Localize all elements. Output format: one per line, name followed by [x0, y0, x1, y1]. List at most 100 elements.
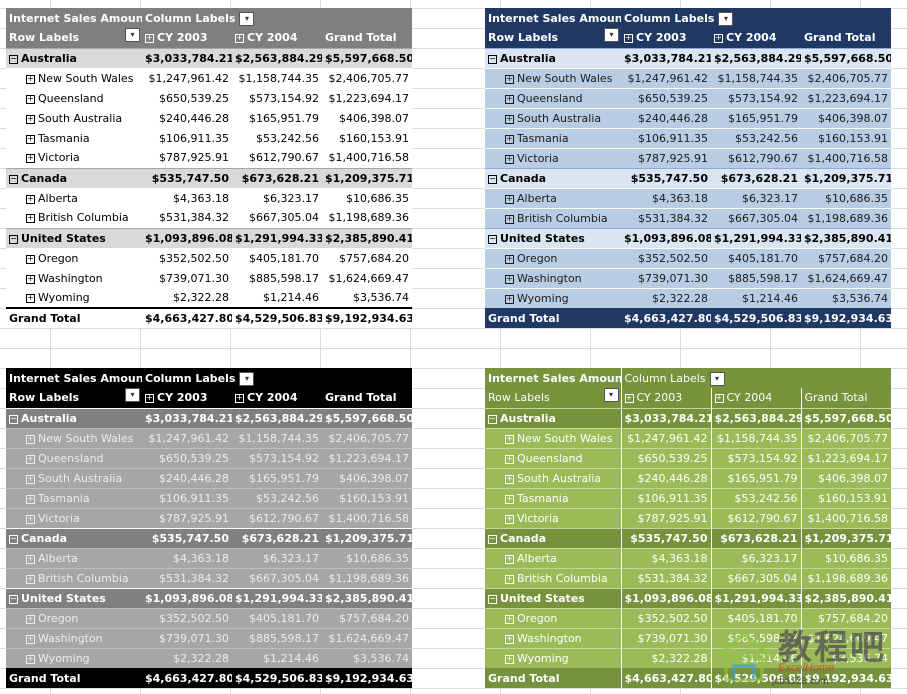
table-row[interactable]: + Tasmania $106,911.35 $53,242.56 $160,153.9…: [485, 127, 892, 148]
plus-box-icon[interactable]: +: [714, 393, 724, 404]
table-row[interactable]: + Alberta $4,363.18 $6,323.17 $10,686.35: [6, 188, 413, 208]
filter-dropdown-icon[interactable]: ▾: [709, 371, 725, 386]
column-header-cy-2004[interactable]: + CY 2004: [232, 28, 322, 48]
table-row[interactable]: + Alberta $4,363.18 $6,323.17 $10,686.35: [485, 547, 892, 568]
plus-box-icon[interactable]: +: [26, 493, 35, 504]
table-row[interactable]: + Wyoming $2,322.28 $1,214.46 $3,536.74: [485, 647, 892, 668]
plus-box-icon[interactable]: +: [505, 433, 514, 444]
minus-box-icon[interactable]: −: [488, 53, 497, 64]
column-header-cy-2003[interactable]: + CY 2003: [620, 388, 711, 408]
minus-box-icon[interactable]: −: [488, 413, 497, 424]
minus-box-icon[interactable]: −: [9, 593, 18, 604]
table-row[interactable]: + New South Wales $1,247,961.42 $1,158,744.…: [6, 68, 413, 88]
table-row[interactable]: + Alberta $4,363.18 $6,323.17 $10,686.35: [6, 547, 413, 568]
column-header-cy-2003[interactable]: + CY 2003: [142, 388, 232, 408]
plus-box-icon[interactable]: +: [26, 513, 35, 524]
plus-box-icon[interactable]: +: [26, 633, 35, 644]
group-row-united-states[interactable]: − United States $1,093,896.08 $1,291,994.33…: [485, 227, 892, 248]
table-row[interactable]: + New South Wales $1,247,961.42 $1,158,744.…: [485, 67, 892, 88]
table-row[interactable]: + British Columbia $531,384.32 $667,305.04 $…: [485, 567, 892, 588]
group-row-canada[interactable]: − Canada $535,747.50 $673,628.21 $1,209,375.…: [6, 167, 413, 188]
minus-box-icon[interactable]: −: [9, 173, 18, 184]
table-row[interactable]: + Queensland $650,539.25 $573,154.92 $1,223,…: [6, 447, 413, 468]
plus-box-icon[interactable]: +: [26, 133, 35, 144]
plus-box-icon[interactable]: +: [26, 293, 35, 303]
plus-box-icon[interactable]: +: [505, 653, 514, 664]
table-row[interactable]: + Oregon $352,502.50 $405,181.70 $757,684.20: [6, 607, 413, 628]
table-row[interactable]: + South Australia $240,446.28 $165,951.79 $4…: [6, 108, 413, 128]
group-row-united-states[interactable]: − United States $1,093,896.08 $1,291,994.33…: [6, 587, 413, 608]
plus-box-icon[interactable]: +: [505, 153, 514, 164]
plus-box-icon[interactable]: +: [145, 33, 154, 44]
table-row[interactable]: + British Columbia $531,384.32 $667,305.04 $…: [6, 567, 413, 588]
table-row[interactable]: + Victoria $787,925.91 $612,790.67 $1,400,71…: [6, 148, 413, 168]
table-row[interactable]: + Tasmania $106,911.35 $53,242.56 $160,153.9…: [6, 487, 413, 508]
plus-box-icon[interactable]: +: [505, 613, 514, 624]
table-row[interactable]: + Queensland $650,539.25 $573,154.92 $1,223,…: [6, 88, 413, 108]
plus-box-icon[interactable]: +: [505, 133, 514, 144]
table-row[interactable]: + Victoria $787,925.91 $612,790.67 $1,400,71…: [485, 147, 892, 168]
plus-box-icon[interactable]: +: [505, 573, 514, 584]
table-row[interactable]: + Oregon $352,502.50 $405,181.70 $757,684.20: [485, 247, 892, 268]
plus-box-icon[interactable]: +: [26, 653, 35, 664]
column-labels-header[interactable]: Column Labels ▾: [142, 8, 413, 28]
filter-dropdown-icon[interactable]: ▾: [239, 371, 255, 386]
table-row[interactable]: + South Australia $240,446.28 $165,951.79 $4…: [6, 467, 413, 488]
plus-box-icon[interactable]: +: [26, 213, 35, 224]
table-row[interactable]: + Wyoming $2,322.28 $1,214.46 $3,536.74: [6, 647, 413, 668]
column-header-cy-2003[interactable]: + CY 2003: [621, 28, 711, 48]
group-row-canada[interactable]: − Canada $535,747.50 $673,628.21 $1,209,375.…: [485, 167, 892, 188]
table-row[interactable]: + Alberta $4,363.18 $6,323.17 $10,686.35: [485, 187, 892, 208]
column-header-cy-2004[interactable]: + CY 2004: [232, 388, 322, 408]
column-labels-header[interactable]: Column Labels ▾: [621, 8, 892, 28]
minus-box-icon[interactable]: −: [488, 533, 497, 544]
table-row[interactable]: + Washington $739,071.30 $885,598.17 $1,624,…: [6, 268, 413, 288]
plus-box-icon[interactable]: +: [505, 473, 514, 484]
minus-box-icon[interactable]: −: [9, 233, 18, 244]
table-row[interactable]: + Washington $739,071.30 $885,598.17 $1,624,…: [6, 627, 413, 648]
plus-box-icon[interactable]: +: [505, 453, 514, 464]
plus-box-icon[interactable]: +: [505, 113, 514, 124]
table-row[interactable]: + British Columbia $531,384.32 $667,305.04 $…: [6, 208, 413, 228]
table-row[interactable]: + Queensland $650,539.25 $573,154.92 $1,223,…: [485, 447, 892, 468]
column-labels-header[interactable]: Column Labels ▾: [620, 368, 892, 388]
column-header-cy-2004[interactable]: + CY 2004: [710, 388, 801, 408]
row-labels-header[interactable]: Row Labels ▾: [6, 28, 142, 48]
column-header-cy-2003[interactable]: + CY 2003: [142, 28, 232, 48]
table-row[interactable]: + Victoria $787,925.91 $612,790.67 $1,400,71…: [485, 507, 892, 528]
table-row[interactable]: + Victoria $787,925.91 $612,790.67 $1,400,71…: [6, 507, 413, 528]
plus-box-icon[interactable]: +: [505, 553, 514, 564]
filter-dropdown-icon[interactable]: ▾: [718, 11, 734, 26]
column-labels-header[interactable]: Column Labels ▾: [142, 368, 413, 388]
table-row[interactable]: + South Australia $240,446.28 $165,951.79 $4…: [485, 107, 892, 128]
table-row[interactable]: + South Australia $240,446.28 $165,951.79 $4…: [485, 467, 892, 488]
plus-box-icon[interactable]: +: [26, 433, 35, 444]
plus-box-icon[interactable]: +: [505, 73, 514, 84]
group-row-australia[interactable]: − Australia $3,033,784.21 $2,563,884.29 $5,5…: [6, 47, 413, 68]
plus-box-icon[interactable]: +: [505, 273, 514, 284]
plus-box-icon[interactable]: +: [26, 93, 35, 104]
plus-box-icon[interactable]: +: [505, 93, 514, 104]
minus-box-icon[interactable]: −: [488, 233, 497, 244]
table-row[interactable]: + New South Wales $1,247,961.42 $1,158,744.…: [6, 427, 413, 448]
plus-box-icon[interactable]: +: [26, 73, 35, 84]
plus-box-icon[interactable]: +: [26, 273, 35, 284]
filter-dropdown-icon[interactable]: ▾: [239, 11, 255, 26]
table-row[interactable]: + Tasmania $106,911.35 $53,242.56 $160,153.9…: [6, 128, 413, 148]
plus-box-icon[interactable]: +: [235, 33, 244, 44]
plus-box-icon[interactable]: +: [624, 33, 633, 44]
plus-box-icon[interactable]: +: [26, 193, 35, 204]
filter-dropdown-icon[interactable]: ▾: [125, 388, 140, 403]
plus-box-icon[interactable]: +: [26, 253, 35, 264]
minus-box-icon[interactable]: −: [488, 173, 497, 184]
table-row[interactable]: + British Columbia $531,384.32 $667,305.04 $…: [485, 207, 892, 228]
group-row-united-states[interactable]: − United States $1,093,896.08 $1,291,994.33…: [485, 587, 892, 608]
column-header-cy-2004[interactable]: + CY 2004: [711, 28, 801, 48]
table-row[interactable]: + Wyoming $2,322.28 $1,214.46 $3,536.74: [6, 288, 413, 308]
group-row-australia[interactable]: − Australia $3,033,784.21 $2,563,884.29 $5,5…: [6, 407, 413, 428]
plus-box-icon[interactable]: +: [26, 473, 35, 484]
plus-box-icon[interactable]: +: [624, 393, 634, 404]
plus-box-icon[interactable]: +: [26, 553, 35, 564]
table-row[interactable]: + Tasmania $106,911.35 $53,242.56 $160,153.9…: [485, 487, 892, 508]
table-row[interactable]: + Washington $739,071.30 $885,598.17 $1,624,…: [485, 267, 892, 288]
